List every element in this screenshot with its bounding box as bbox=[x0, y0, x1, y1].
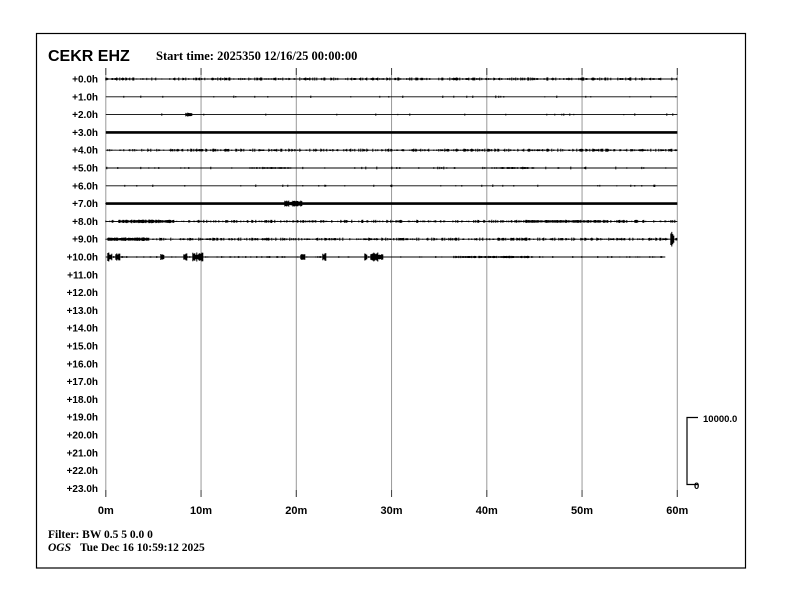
amplitude-scale: 10000.0 0 bbox=[686, 414, 737, 492]
x-tick-label: 50m bbox=[571, 505, 593, 517]
trace-noise bbox=[107, 148, 678, 152]
hour-label: +8.0h bbox=[72, 217, 98, 228]
x-tick-label: 30m bbox=[381, 505, 403, 517]
trace-noise bbox=[123, 95, 677, 99]
trace-noise bbox=[161, 112, 674, 117]
x-tick-label: 10m bbox=[190, 505, 212, 517]
hour-label: +11.0h bbox=[67, 270, 98, 281]
trace-noise bbox=[124, 184, 656, 188]
trace-noise bbox=[108, 131, 667, 133]
scale-max-label: 10000.0 bbox=[703, 414, 737, 425]
trace-noise bbox=[105, 231, 678, 247]
timestamp-label: Tue Dec 16 10:59:12 2025 bbox=[80, 542, 205, 554]
agency-label: OGS bbox=[48, 542, 71, 554]
hour-label: +19.0h bbox=[67, 413, 98, 424]
hour-label: +10.0h bbox=[67, 253, 98, 264]
hour-label: +18.0h bbox=[67, 395, 98, 406]
trace-noise bbox=[107, 252, 666, 262]
hour-label: +1.0h bbox=[72, 92, 98, 103]
hour-label: +7.0h bbox=[72, 199, 98, 210]
x-tick-label: 20m bbox=[285, 505, 307, 517]
hour-label: +4.0h bbox=[72, 146, 98, 157]
scale-min-label: 0 bbox=[694, 481, 699, 492]
hour-label: +12.0h bbox=[67, 288, 98, 299]
x-tick-label: 0m bbox=[98, 505, 114, 517]
start-time-label: Start time: 2025350 12/16/25 00:00:00 bbox=[156, 49, 357, 63]
trace-noise bbox=[106, 166, 667, 170]
hour-labels: +0.0h +1.0h +2.0h +3.0h +4.0h +5.0h +6.0h +7.0h… bbox=[67, 75, 98, 495]
hour-label: +16.0h bbox=[67, 359, 98, 370]
hour-label: +21.0h bbox=[67, 448, 98, 459]
trace-noise bbox=[105, 200, 676, 207]
x-tick-label: 40m bbox=[476, 505, 498, 517]
hour-label: +17.0h bbox=[67, 377, 98, 388]
hour-label: +6.0h bbox=[72, 181, 98, 192]
x-tick-label: 60m bbox=[666, 505, 688, 517]
hour-label: +5.0h bbox=[72, 164, 98, 175]
hour-label: +22.0h bbox=[67, 466, 98, 477]
hour-label: +20.0h bbox=[67, 431, 98, 442]
filter-label: Filter: BW 0.5 5 0.0 0 bbox=[48, 529, 153, 541]
hour-label: +15.0h bbox=[67, 342, 98, 353]
hour-label: +2.0h bbox=[72, 110, 98, 121]
station-title: CEKR EHZ bbox=[48, 48, 130, 65]
hour-label: +3.0h bbox=[72, 128, 98, 139]
page-border bbox=[35, 32, 747, 569]
minute-tick-labels: 0m 10m 20m 30m 40m 50m 60m bbox=[98, 505, 689, 517]
hour-label: +9.0h bbox=[72, 235, 98, 246]
time-gridlines bbox=[105, 68, 678, 497]
trace-noise bbox=[105, 219, 678, 224]
scale-bracket bbox=[686, 416, 698, 486]
hour-label: +0.0h bbox=[72, 75, 98, 86]
hour-label: +14.0h bbox=[67, 324, 98, 335]
hour-label: +23.0h bbox=[67, 484, 98, 495]
hour-label: +13.0h bbox=[67, 306, 98, 317]
seismic-traces bbox=[105, 77, 678, 262]
trace-noise bbox=[105, 77, 678, 81]
